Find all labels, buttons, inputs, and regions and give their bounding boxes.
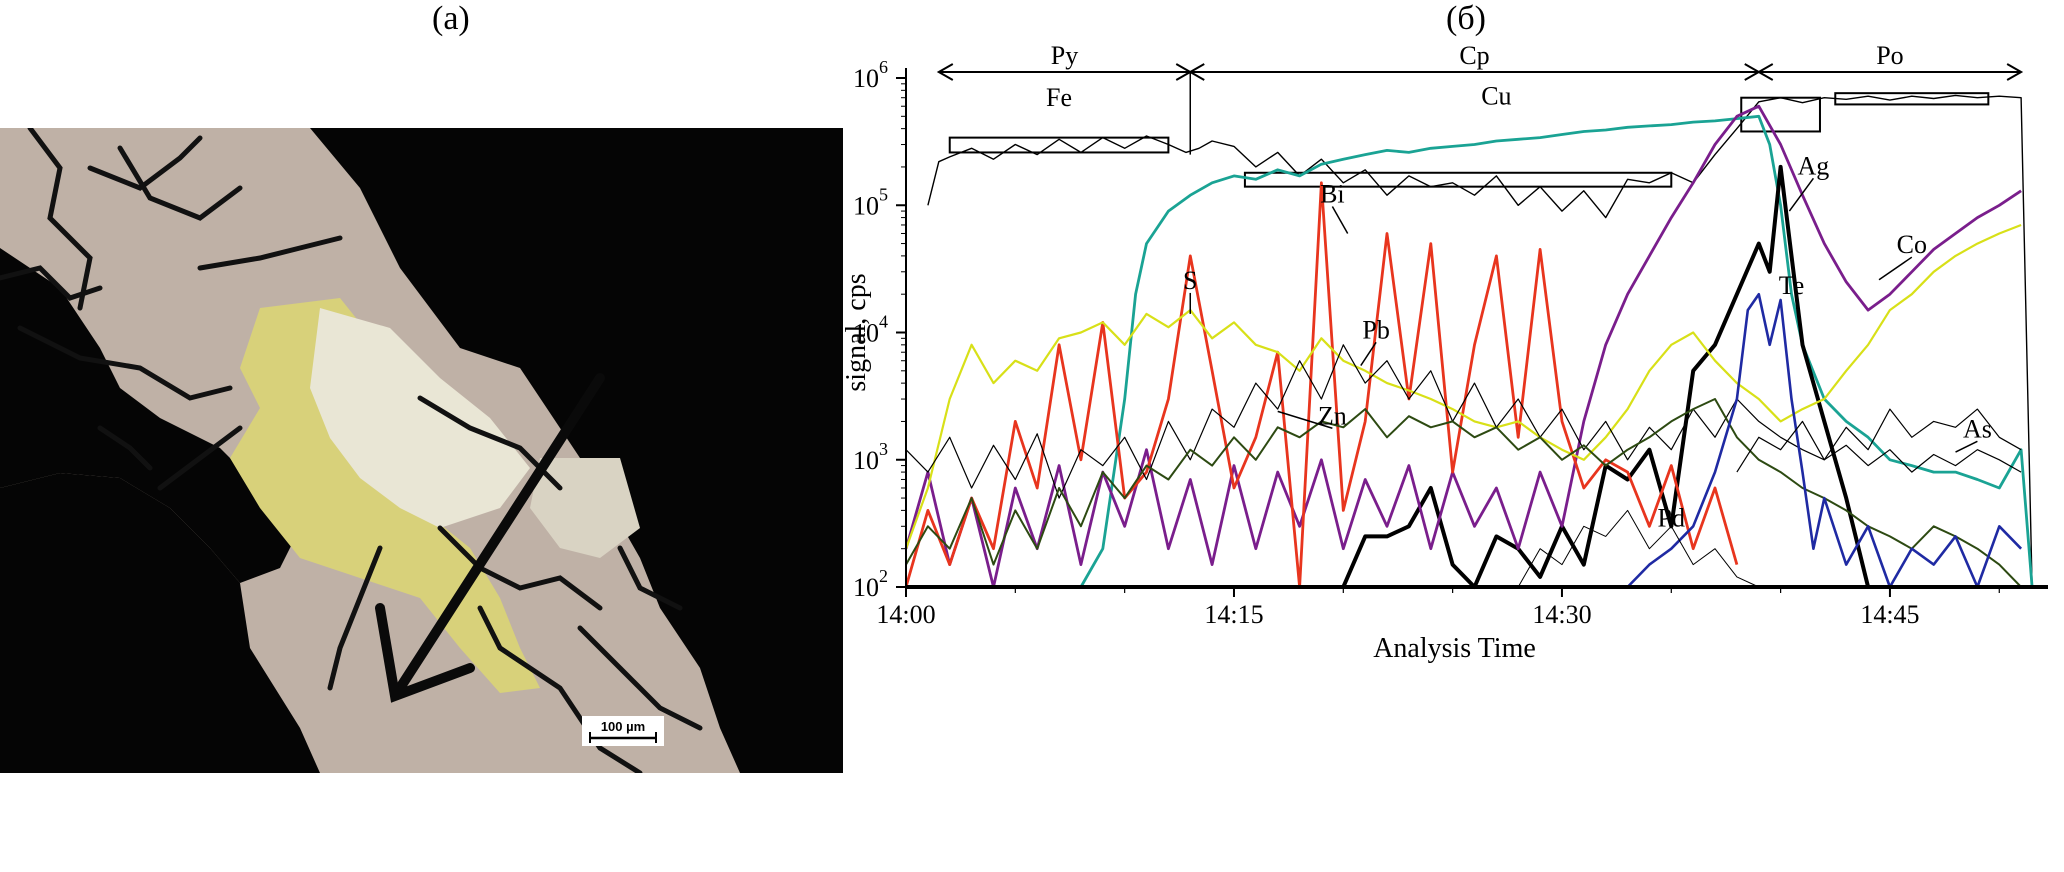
y-axis-label: signal, cps bbox=[843, 273, 872, 391]
annotation-ag: Ag bbox=[1798, 151, 1830, 180]
annotation-bi: Bi bbox=[1320, 180, 1345, 209]
micrograph-image: 100 µm bbox=[0, 128, 843, 773]
region-label: Py bbox=[1051, 41, 1078, 70]
panel-label-b: (б) bbox=[1446, 0, 1486, 37]
region-py: Py bbox=[936, 41, 1193, 81]
x-axis-label: Analysis Time bbox=[1373, 633, 1536, 664]
x-tick-label: 14:15 bbox=[1204, 600, 1263, 629]
annotation-co: Co bbox=[1897, 230, 1927, 259]
annotation-pd: Pd bbox=[1658, 503, 1685, 532]
scale-bar-label: 100 µm bbox=[601, 719, 645, 734]
annotation-pointer bbox=[1331, 206, 1349, 234]
series-ag bbox=[1341, 164, 1871, 589]
integration-box bbox=[1740, 96, 1821, 133]
series-bi bbox=[904, 181, 1739, 589]
series-co bbox=[904, 104, 2022, 589]
series-s bbox=[904, 223, 2022, 550]
annotations: Fe Cu Bi S Pb Zn Ag Co Te Pd As bbox=[1046, 81, 1992, 532]
y-tick-label: 103 bbox=[853, 439, 888, 475]
integration-boxes bbox=[948, 92, 1990, 188]
panel-label-a: (а) bbox=[432, 0, 470, 37]
series-pd bbox=[1517, 509, 1781, 588]
annotation-pointer bbox=[1788, 177, 1815, 212]
region-cp: Cp bbox=[1188, 41, 1761, 81]
series-as bbox=[1736, 408, 2022, 473]
annotation-pointer bbox=[1360, 341, 1377, 366]
series-te bbox=[1626, 292, 2023, 589]
series-zn bbox=[905, 398, 2022, 588]
y-tick-label: 102 bbox=[853, 566, 888, 602]
x-tick-label: 14:00 bbox=[876, 600, 935, 629]
annotation-zn: Zn bbox=[1318, 401, 1347, 430]
y-tick-label: 105 bbox=[853, 184, 888, 220]
annotation-cu: Cu bbox=[1481, 81, 1511, 110]
annotation-pointer bbox=[1878, 256, 1913, 281]
annotation-te: Te bbox=[1779, 271, 1805, 300]
region-label: Cp bbox=[1459, 41, 1489, 70]
profile-arrow bbox=[375, 373, 605, 703]
integration-box bbox=[1834, 92, 1990, 106]
region-label: Po bbox=[1876, 41, 1903, 70]
x-tick-label: 14:45 bbox=[1860, 600, 1919, 629]
phase-regions: Py Cp Po bbox=[936, 41, 2024, 155]
scale-bar: 100 µm bbox=[582, 716, 664, 746]
series-pb bbox=[905, 344, 2022, 499]
annotation-pointer bbox=[1277, 410, 1333, 429]
series-cu bbox=[1079, 114, 2034, 588]
annotation-as: As bbox=[1963, 414, 1992, 443]
annotation-s: S bbox=[1183, 266, 1197, 295]
pyrite-grain bbox=[310, 308, 530, 528]
series-fe bbox=[927, 94, 2033, 588]
annotation-pb: Pb bbox=[1362, 315, 1389, 344]
integration-box bbox=[1243, 171, 1673, 188]
y-tick-label: 106 bbox=[853, 57, 888, 93]
annotation-pointer bbox=[1955, 440, 1978, 453]
annotation-fe: Fe bbox=[1046, 83, 1072, 112]
signal-series bbox=[904, 94, 2034, 589]
x-tick-label: 14:30 bbox=[1532, 600, 1591, 629]
region-po: Po bbox=[1756, 41, 2024, 81]
